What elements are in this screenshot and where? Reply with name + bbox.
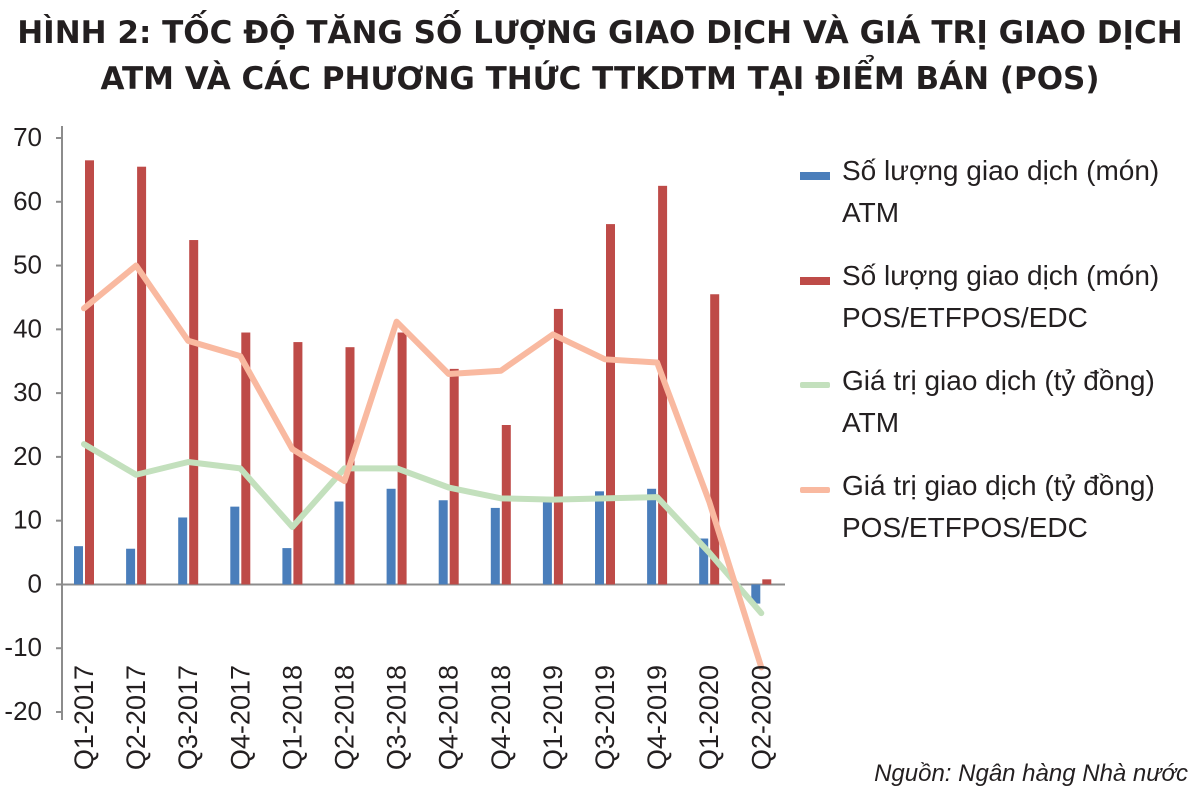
y-tick-label: 10: [13, 505, 42, 535]
source-note: Nguồn: Ngân hàng Nhà nước: [874, 760, 1188, 787]
bar-pos-count: [449, 368, 459, 585]
bar-atm-count: [490, 507, 500, 585]
x-tick-label: Q1-2020: [694, 665, 724, 770]
x-tick-label: Q2-2020: [746, 665, 776, 770]
x-tick-label: Q1-2018: [277, 665, 307, 770]
legend-item-pos-value: Giá trị giao dịch (tỷ đồng) POS/ETFPOS/E…: [800, 465, 1200, 549]
legend-item-atm-value: Giá trị giao dịch (tỷ đồng) ATM: [800, 360, 1200, 444]
y-tick-label: 20: [13, 441, 42, 471]
bar-atm-count: [542, 498, 552, 585]
chart-title-line2: ATM VÀ CÁC PHƯƠNG THỨC TTKDTM TẠI ĐIỂM B…: [100, 61, 1100, 97]
legend-label: Giá trị giao dịch (tỷ đồng): [842, 470, 1155, 501]
bar-atm-count: [647, 488, 657, 585]
legend-label: ATM: [842, 407, 900, 438]
bar-atm-count: [751, 584, 761, 604]
x-tick-label: Q3-2018: [382, 665, 412, 770]
bar-pos-count: [553, 308, 563, 585]
legend: Số lượng giao dịch (món) ATM Số lượng gi…: [800, 150, 1200, 570]
bar-atm-count: [230, 506, 240, 585]
y-tick-label: -10: [4, 632, 42, 662]
legend-swatch-atm-value: [800, 382, 830, 388]
bar-pos-count: [501, 425, 511, 585]
legend-label: POS/ETFPOS/EDC: [842, 302, 1088, 333]
legend-label: POS/ETFPOS/EDC: [842, 512, 1088, 543]
x-tick-label: Q4-2018: [486, 665, 516, 770]
bar-atm-count: [178, 517, 188, 585]
bar-atm-count: [74, 546, 83, 585]
x-tick-label: Q3-2019: [590, 665, 620, 770]
legend-swatch-pos-value: [800, 487, 830, 493]
bar-pos-count: [85, 160, 94, 585]
bar-pos-count: [606, 224, 615, 585]
bar-atm-count: [699, 538, 709, 585]
legend-item-pos-count: Số lượng giao dịch (món) POS/ETFPOS/EDC: [800, 255, 1200, 339]
legend-label: Giá trị giao dịch (tỷ đồng): [842, 365, 1155, 396]
chart-title-line1: HÌNH 2: TỐC ĐỘ TĂNG SỐ LƯỢNG GIAO DỊCH V…: [17, 15, 1183, 51]
x-tick-label: Q1-2017: [69, 665, 99, 770]
y-tick-label: 50: [13, 250, 42, 280]
bar-atm-count: [282, 548, 292, 585]
legend-swatch-atm-count: [800, 172, 830, 180]
bar-atm-count: [438, 500, 448, 585]
y-tick-label: -20: [4, 696, 42, 726]
legend-label: Số lượng giao dịch (món): [842, 155, 1160, 186]
line-atm-value: [81, 441, 765, 617]
y-tick-label: 30: [13, 377, 42, 407]
y-tick-label: 40: [13, 313, 42, 343]
x-tick-label: Q1-2019: [538, 665, 568, 770]
x-tick-label: Q4-2018: [434, 665, 464, 770]
bar-atm-count: [334, 501, 344, 585]
legend-label: Số lượng giao dịch (món): [842, 260, 1160, 291]
x-tick-label: Q4-2017: [225, 665, 255, 770]
bar-pos-count: [710, 294, 720, 585]
bar-atm-count: [126, 548, 136, 585]
y-tick-label: 60: [13, 186, 42, 216]
bar-pos-count: [293, 342, 303, 585]
chart-title: HÌNH 2: TỐC ĐỘ TĂNG SỐ LƯỢNG GIAO DỊCH V…: [0, 10, 1200, 102]
bar-pos-count: [137, 166, 147, 585]
legend-label: ATM: [842, 197, 900, 228]
legend-item-atm-count: Số lượng giao dịch (món) ATM: [800, 150, 1200, 234]
bar-pos-count: [189, 240, 199, 585]
bar-pos-count: [397, 332, 407, 585]
y-tick-label: 0: [28, 568, 42, 598]
x-tick-label: Q3-2017: [173, 665, 203, 770]
bar-pos-count: [241, 332, 251, 585]
x-tick-label: Q4-2019: [642, 665, 672, 770]
x-tick-label: Q2-2018: [330, 665, 360, 770]
x-tick-label: Q2-2017: [121, 665, 151, 770]
legend-swatch-pos-count: [800, 277, 830, 285]
bar-atm-count: [595, 491, 604, 585]
line-pos-value: [81, 262, 765, 671]
y-tick-label: 70: [13, 122, 42, 152]
bar-pos-count: [762, 579, 772, 585]
bar-atm-count: [386, 488, 396, 585]
